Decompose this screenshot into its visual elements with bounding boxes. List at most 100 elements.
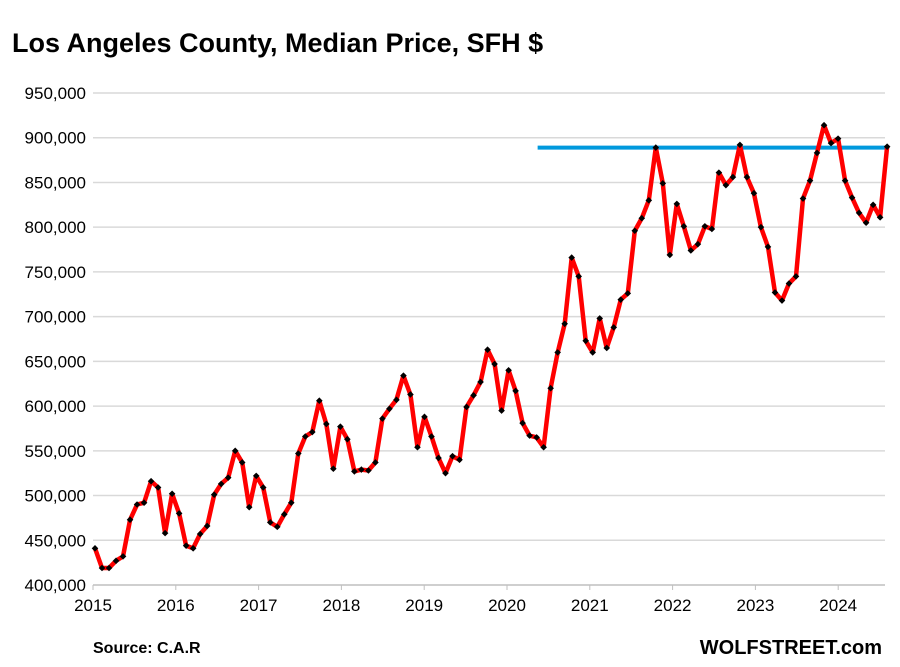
- data-point: [820, 121, 828, 129]
- data-point: [694, 240, 702, 248]
- data-point: [414, 443, 421, 451]
- data-point: [330, 465, 337, 473]
- data-point: [512, 387, 519, 395]
- data-point: [435, 454, 442, 462]
- y-tick-label: 600,000: [25, 397, 86, 416]
- data-point: [119, 553, 127, 560]
- series-line: [92, 122, 890, 571]
- data-point: [484, 346, 491, 354]
- data-point: [316, 397, 323, 405]
- data-point: [393, 396, 400, 404]
- data-point: [659, 180, 667, 187]
- data-point: [365, 467, 372, 474]
- y-tick-label: 400,000: [25, 576, 86, 595]
- chart-title: Los Angeles County, Median Price, SFH $: [12, 28, 544, 58]
- data-point: [224, 474, 232, 481]
- data-point: [785, 280, 793, 287]
- x-tick-label: 2023: [736, 596, 774, 615]
- data-point: [687, 247, 695, 254]
- data-point: [827, 139, 835, 147]
- data-point: [105, 564, 113, 572]
- data-point: [533, 434, 540, 441]
- data-point: [883, 143, 891, 150]
- data-point: [477, 378, 484, 386]
- data-point: [722, 181, 730, 189]
- y-tick-label: 850,000: [25, 173, 86, 192]
- data-point: [203, 522, 211, 530]
- data-point: [491, 360, 498, 368]
- data-point: [848, 194, 856, 201]
- x-tick-label: 2021: [571, 596, 609, 615]
- x-tick-label: 2020: [488, 596, 526, 615]
- data-point: [589, 349, 597, 356]
- data-point: [708, 225, 716, 233]
- data-point: [519, 419, 526, 427]
- y-tick-label: 950,000: [25, 84, 86, 103]
- data-point: [238, 459, 246, 466]
- data-point: [813, 149, 821, 157]
- data-point: [91, 545, 99, 552]
- data-point: [862, 219, 870, 227]
- x-tick-label: 2019: [405, 596, 443, 615]
- y-tick-label: 750,000: [25, 263, 86, 282]
- data-point: [855, 209, 863, 217]
- data-point: [806, 177, 814, 184]
- data-point: [280, 511, 288, 518]
- data-point: [505, 367, 512, 374]
- data-point: [252, 472, 260, 480]
- data-point: [407, 391, 414, 398]
- data-point: [147, 477, 155, 485]
- data-point: [575, 273, 582, 280]
- data-point: [582, 337, 589, 345]
- data-point: [617, 296, 625, 303]
- data-point: [133, 501, 141, 508]
- x-tick-label: 2016: [157, 596, 195, 615]
- data-point: [624, 290, 632, 297]
- data-point: [140, 499, 148, 507]
- data-point: [126, 516, 134, 523]
- data-point: [456, 456, 463, 464]
- data-point: [834, 135, 842, 142]
- data-point: [673, 200, 681, 208]
- x-tick-label: 2015: [74, 596, 112, 615]
- y-tick-label: 550,000: [25, 442, 86, 461]
- data-point: [715, 169, 723, 176]
- data-point: [351, 468, 358, 475]
- data-point: [189, 545, 197, 552]
- data-point: [596, 315, 604, 322]
- data-point: [154, 484, 162, 491]
- data-point: [379, 415, 386, 422]
- source-note: Source: C.A.R: [93, 640, 201, 657]
- data-point: [161, 529, 169, 537]
- data-point: [245, 503, 253, 511]
- data-point: [652, 144, 660, 151]
- data-point: [309, 428, 316, 436]
- data-point: [259, 484, 267, 491]
- data-point: [302, 433, 309, 440]
- data-point: [778, 297, 786, 304]
- data-point: [442, 469, 449, 477]
- data-point: [428, 433, 435, 440]
- data-point: [764, 243, 772, 251]
- data-point: [799, 195, 807, 202]
- y-tick-label: 900,000: [25, 129, 86, 148]
- x-tick-label: 2022: [654, 596, 692, 615]
- data-point: [386, 405, 393, 413]
- data-point: [470, 392, 477, 399]
- data-point: [771, 289, 779, 296]
- x-tick-label: 2024: [819, 596, 857, 615]
- data-point: [98, 564, 106, 572]
- data-point: [757, 223, 765, 231]
- data-point: [568, 254, 575, 261]
- x-tick-label: 2017: [240, 596, 278, 615]
- data-point: [217, 480, 225, 488]
- data-point: [876, 214, 884, 221]
- data-point: [680, 222, 688, 230]
- data-point: [743, 173, 751, 181]
- data-point: [750, 189, 758, 197]
- data-point: [638, 214, 646, 222]
- y-tick-label: 500,000: [25, 487, 86, 506]
- data-point: [463, 403, 470, 411]
- data-point: [610, 324, 618, 331]
